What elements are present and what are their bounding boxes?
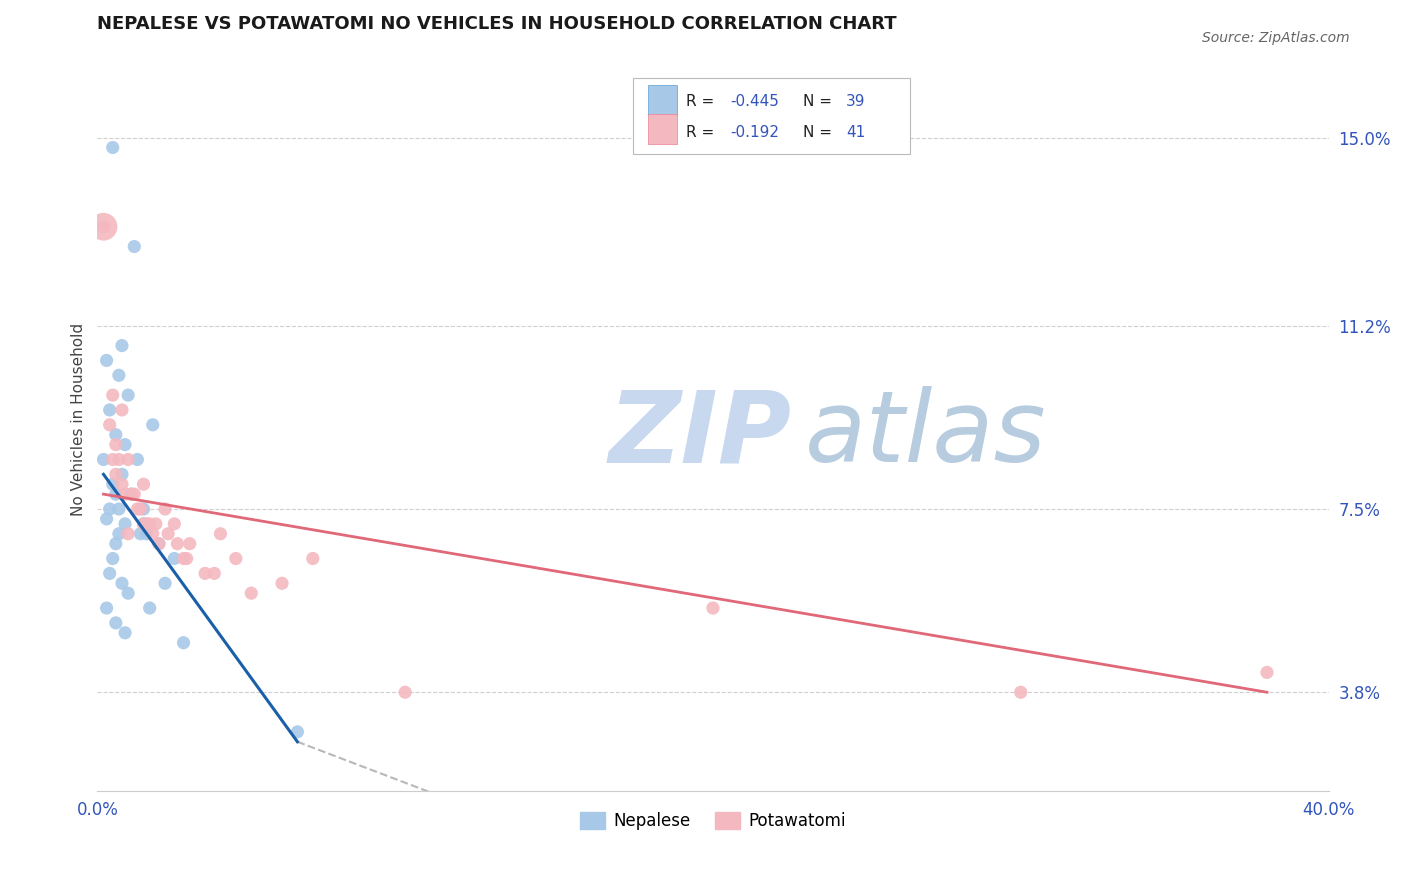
Text: -0.192: -0.192 <box>730 125 779 140</box>
Point <box>114 625 136 640</box>
Point <box>104 467 127 482</box>
Point <box>145 516 167 531</box>
Text: R =: R = <box>686 125 718 140</box>
Point <box>1010 685 1032 699</box>
Text: R =: R = <box>686 95 718 110</box>
Point <box>127 502 149 516</box>
Point <box>101 551 124 566</box>
Point <box>173 636 195 650</box>
Point <box>124 487 146 501</box>
Point <box>138 601 160 615</box>
Point <box>104 437 127 451</box>
FancyBboxPatch shape <box>633 78 910 154</box>
Point <box>96 601 118 615</box>
Point <box>209 526 232 541</box>
Point <box>98 566 121 581</box>
Point <box>111 403 134 417</box>
Point <box>166 536 188 550</box>
Text: ZIP: ZIP <box>609 386 792 483</box>
Point <box>129 502 152 516</box>
Point <box>148 536 170 550</box>
Point <box>1256 665 1278 680</box>
Point <box>157 526 180 541</box>
Point <box>117 452 139 467</box>
Point <box>114 487 136 501</box>
Point <box>114 516 136 531</box>
Point <box>117 388 139 402</box>
Point <box>225 551 247 566</box>
Point <box>111 338 134 352</box>
Point <box>153 576 176 591</box>
Point <box>98 502 121 516</box>
Point <box>101 388 124 402</box>
Legend: Nepalese, Potawatomi: Nepalese, Potawatomi <box>574 805 853 837</box>
Point <box>129 526 152 541</box>
Point <box>271 576 294 591</box>
Point <box>111 576 134 591</box>
Point <box>173 551 195 566</box>
Point <box>394 685 416 699</box>
Point <box>117 586 139 600</box>
Point <box>132 477 155 491</box>
Point <box>163 551 186 566</box>
Text: N =: N = <box>803 125 837 140</box>
Point <box>120 487 142 501</box>
Point <box>153 502 176 516</box>
Text: Source: ZipAtlas.com: Source: ZipAtlas.com <box>1202 31 1350 45</box>
FancyBboxPatch shape <box>648 85 678 114</box>
Point <box>287 724 309 739</box>
Point <box>101 140 124 154</box>
Point <box>132 516 155 531</box>
Point <box>194 566 217 581</box>
Point <box>111 467 134 482</box>
Point <box>93 219 115 234</box>
Text: N =: N = <box>803 95 837 110</box>
Point <box>104 427 127 442</box>
Point <box>104 487 127 501</box>
Point <box>142 526 165 541</box>
Text: -0.445: -0.445 <box>730 95 779 110</box>
Point <box>138 516 160 531</box>
Point <box>98 403 121 417</box>
Point <box>240 586 263 600</box>
Point <box>96 512 118 526</box>
Text: 41: 41 <box>846 125 865 140</box>
Point <box>93 452 115 467</box>
FancyBboxPatch shape <box>648 114 678 144</box>
Y-axis label: No Vehicles in Household: No Vehicles in Household <box>72 323 86 516</box>
Point <box>702 601 724 615</box>
Point <box>132 516 155 531</box>
Point <box>98 417 121 432</box>
Point <box>135 516 157 531</box>
Point <box>104 536 127 550</box>
Point <box>101 452 124 467</box>
Point <box>108 502 131 516</box>
Point <box>202 566 225 581</box>
Point <box>93 219 115 234</box>
Point <box>96 353 118 368</box>
Point <box>142 417 165 432</box>
Point <box>301 551 323 566</box>
Point <box>179 536 201 550</box>
Point <box>114 437 136 451</box>
Point <box>104 615 127 630</box>
Point <box>120 487 142 501</box>
Point <box>176 551 198 566</box>
Point <box>163 516 186 531</box>
Point <box>127 452 149 467</box>
Point <box>101 477 124 491</box>
Point <box>132 502 155 516</box>
Text: NEPALESE VS POTAWATOMI NO VEHICLES IN HOUSEHOLD CORRELATION CHART: NEPALESE VS POTAWATOMI NO VEHICLES IN HO… <box>97 15 897 33</box>
Point <box>108 526 131 541</box>
Point <box>111 477 134 491</box>
Point <box>135 526 157 541</box>
Point <box>108 368 131 383</box>
Text: atlas: atlas <box>806 386 1047 483</box>
Point <box>124 239 146 253</box>
Point <box>117 526 139 541</box>
Point <box>148 536 170 550</box>
Point <box>108 452 131 467</box>
Text: 39: 39 <box>846 95 866 110</box>
